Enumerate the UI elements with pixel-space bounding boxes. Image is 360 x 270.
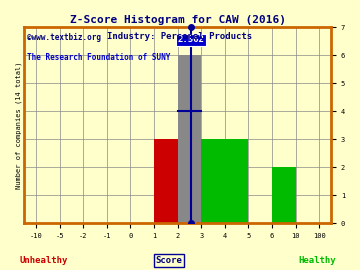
- Bar: [154, 139, 177, 223]
- Title: Z-Score Histogram for CAW (2016): Z-Score Histogram for CAW (2016): [69, 15, 285, 25]
- Y-axis label: Number of companies (14 total): Number of companies (14 total): [15, 61, 22, 189]
- Text: Unhealthy: Unhealthy: [19, 256, 67, 265]
- Text: 2.562: 2.562: [177, 35, 204, 44]
- Text: ©www.textbiz.org: ©www.textbiz.org: [27, 33, 102, 42]
- Text: Healthy: Healthy: [298, 256, 336, 265]
- Text: Score: Score: [156, 256, 183, 265]
- Text: Industry: Personal Products: Industry: Personal Products: [107, 32, 253, 41]
- Bar: [201, 139, 248, 223]
- Bar: [272, 167, 296, 223]
- Text: The Research Foundation of SUNY: The Research Foundation of SUNY: [27, 53, 171, 62]
- Bar: [177, 55, 201, 223]
